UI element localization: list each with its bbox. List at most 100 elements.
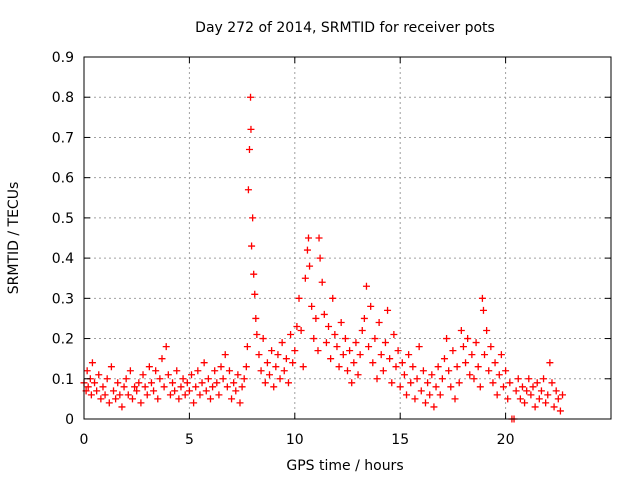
data-point [445,367,453,375]
data-point [259,335,267,343]
data-point [305,234,313,242]
data-point [415,343,423,351]
data-point [234,371,242,379]
data-point [320,310,328,318]
data-point [238,383,246,391]
data-point [91,379,99,387]
data-point [428,371,436,379]
data-point [352,339,360,347]
data-point [533,379,541,387]
data-points [80,93,567,423]
data-point [107,363,115,371]
y-axis-label: SRMTID / TECUs [6,182,22,295]
data-point [179,375,187,383]
data-point [403,391,411,399]
data-point [356,351,364,359]
data-point [447,383,455,391]
data-point [310,335,318,343]
data-point [213,379,221,387]
data-point [523,387,531,395]
data-point [202,387,210,395]
data-point [278,339,286,347]
y-tick-label: 0.6 [52,171,74,187]
data-point [546,359,554,367]
grid-lines [84,57,611,419]
data-point [443,335,451,343]
data-point [252,314,260,322]
data-point [348,379,356,387]
data-point [481,351,489,359]
data-point [303,246,311,254]
data-point [268,347,276,355]
data-point [493,391,501,399]
data-point [386,355,394,363]
data-point [485,367,493,375]
data-point [133,387,141,395]
data-point [156,375,164,383]
data-point [472,339,480,347]
data-point [451,395,459,403]
data-point [405,351,413,359]
data-point [398,359,406,367]
data-point [474,363,482,371]
data-point [270,383,278,391]
data-point [247,93,255,101]
data-point [438,375,446,383]
data-point [150,387,158,395]
data-point [440,355,448,363]
data-point [261,379,269,387]
data-point [491,359,499,367]
data-point [426,391,434,399]
data-point [263,359,271,367]
data-point [122,375,130,383]
data-point [196,391,204,399]
data-point [344,367,351,375]
data-point [152,367,160,375]
data-point [419,367,427,375]
data-point [521,399,529,407]
data-point [287,331,295,339]
data-point [230,379,238,387]
data-point [411,395,419,403]
data-point [375,318,383,326]
data-point [139,371,147,379]
data-point [413,375,421,383]
data-point [295,294,303,302]
data-point [135,379,143,387]
data-point [514,375,522,383]
x-tick-label: 0 [80,432,89,448]
data-point [103,375,111,383]
data-point [245,146,253,154]
data-point [350,359,358,367]
data-point [548,379,556,387]
data-point [381,339,389,347]
data-point [166,391,174,399]
data-point [335,363,343,371]
y-tick-label: 0.7 [52,130,74,146]
data-point [154,395,162,403]
data-point [308,302,316,310]
data-point [430,403,438,411]
data-point [525,375,533,383]
y-tick-label: 0.1 [52,372,74,388]
data-point [93,387,101,395]
x-tick-label: 15 [391,432,409,448]
data-point [289,359,297,367]
data-point [169,379,177,387]
data-point [468,351,476,359]
data-point [266,371,274,379]
data-point [377,351,385,359]
data-point [240,375,248,383]
data-point [83,367,91,375]
data-point [360,314,368,322]
data-point [120,383,128,391]
data-point [272,363,280,371]
data-point [504,395,512,403]
data-point [559,391,567,399]
data-point [114,379,122,387]
data-point [554,395,562,403]
data-point [280,367,288,375]
data-point [527,391,535,399]
data-point [173,367,181,375]
data-point [110,387,118,395]
